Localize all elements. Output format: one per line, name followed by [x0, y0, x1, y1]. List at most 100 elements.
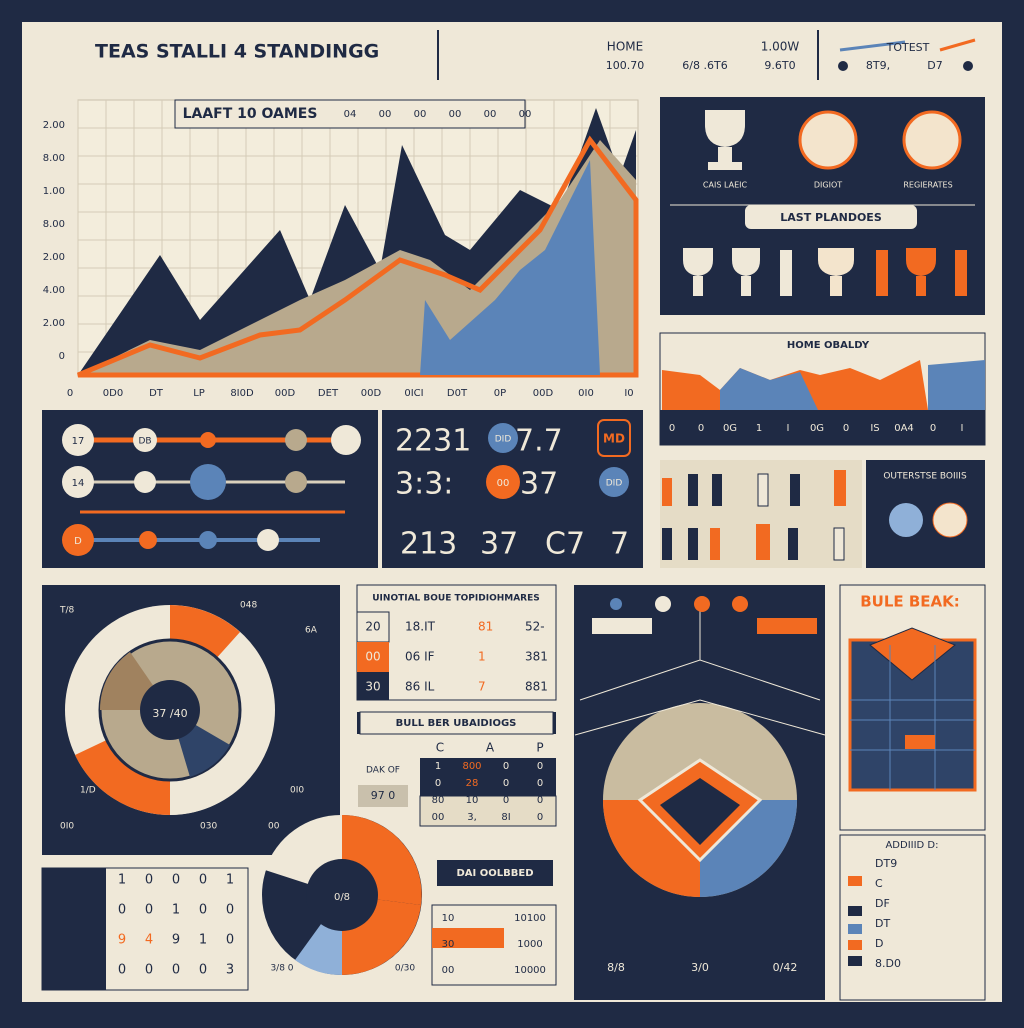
sliders	[62, 424, 361, 556]
label: 0	[669, 423, 675, 434]
label: 9.6T0	[764, 59, 795, 72]
label: OUTERSTSE BOIIIS	[883, 472, 967, 482]
label: 213	[400, 527, 457, 562]
label: 8I0D	[230, 388, 254, 399]
label: C	[875, 877, 883, 890]
label: 10100	[514, 913, 546, 924]
badge	[597, 419, 631, 457]
label: 10	[442, 913, 455, 924]
cell	[357, 672, 389, 700]
cell	[356, 611, 390, 643]
label: I	[961, 423, 964, 434]
label: 7	[478, 680, 486, 694]
label: 30	[365, 680, 380, 694]
label: 6/8 .6T6	[682, 59, 727, 72]
title-box	[174, 99, 526, 129]
label: 1	[478, 650, 486, 664]
badge	[599, 467, 629, 497]
label: 0	[118, 903, 126, 918]
label: 10000	[514, 965, 546, 976]
diagram	[848, 627, 977, 792]
label: 0	[537, 778, 543, 789]
label: 00	[414, 109, 427, 120]
label: 00	[442, 965, 455, 976]
label: 81	[478, 620, 493, 634]
cell	[432, 928, 504, 948]
label: 0	[145, 873, 153, 888]
label: 1/D	[80, 786, 96, 796]
label: 0	[145, 963, 153, 978]
label: 3:3:	[395, 467, 453, 502]
cups	[683, 248, 967, 296]
label: 0G	[810, 423, 824, 434]
label: 3,	[467, 812, 477, 823]
label: 1.00W	[761, 40, 800, 54]
label: 80	[432, 795, 445, 806]
label: 9	[172, 933, 180, 948]
label: C7	[545, 527, 585, 562]
label: DT	[875, 917, 890, 930]
label: 10	[466, 795, 479, 806]
label: HOME OBALDY	[787, 340, 870, 351]
label: 0	[503, 795, 509, 806]
line-icon	[939, 38, 976, 52]
cell	[357, 642, 389, 672]
label: I	[787, 423, 790, 434]
label: D	[875, 937, 883, 950]
label: HOME	[607, 40, 643, 54]
donut	[262, 814, 422, 976]
ball	[902, 110, 962, 170]
label: D0T	[447, 388, 468, 399]
label: I0	[624, 388, 633, 399]
label: 048	[240, 601, 257, 611]
label: 2.00	[43, 120, 65, 131]
label: 9	[118, 933, 126, 948]
label: DIGIOT	[814, 181, 842, 190]
label: 00	[432, 812, 445, 823]
ball	[798, 110, 858, 170]
pie	[65, 605, 275, 816]
label: 00	[379, 109, 392, 120]
label: 0	[199, 873, 207, 888]
label: 00D	[533, 388, 554, 399]
label: BULE BEAK:	[860, 593, 960, 611]
dot	[838, 61, 848, 71]
label: 0	[172, 963, 180, 978]
label: 0	[118, 963, 126, 978]
label: 28	[466, 778, 479, 789]
label: TEAS STALLI 4 STANDINGG	[95, 41, 379, 63]
ball	[889, 503, 923, 537]
label: LAAFT 10 OAMES	[183, 106, 318, 122]
label: 4.00	[43, 285, 65, 296]
label: 0I0	[290, 786, 304, 796]
label: TOTEST	[886, 41, 930, 54]
label: 0	[67, 388, 73, 399]
label: 37	[520, 467, 558, 502]
area	[720, 368, 818, 410]
label: 6A	[305, 626, 318, 636]
label: 030	[200, 822, 217, 832]
label: 3	[226, 963, 234, 978]
badge	[488, 423, 518, 453]
label: 0I0	[60, 822, 74, 832]
label: 800	[462, 761, 481, 772]
label: 0	[435, 778, 441, 789]
label: DB	[138, 437, 151, 447]
label: 0D0	[103, 388, 123, 399]
label: 0ICI	[404, 388, 423, 399]
label: DET	[318, 388, 339, 399]
label: 00	[268, 822, 280, 832]
label: 3/8 0	[270, 964, 293, 974]
badge	[486, 465, 520, 499]
label: CAIS LAEIC	[703, 181, 748, 190]
label: 0	[172, 873, 180, 888]
label: 0	[199, 963, 207, 978]
label: 4	[145, 933, 153, 948]
label: 0	[199, 903, 207, 918]
label: 0	[145, 903, 153, 918]
label: 0	[537, 812, 543, 823]
line-icon	[839, 40, 906, 52]
label: IS	[870, 423, 879, 434]
